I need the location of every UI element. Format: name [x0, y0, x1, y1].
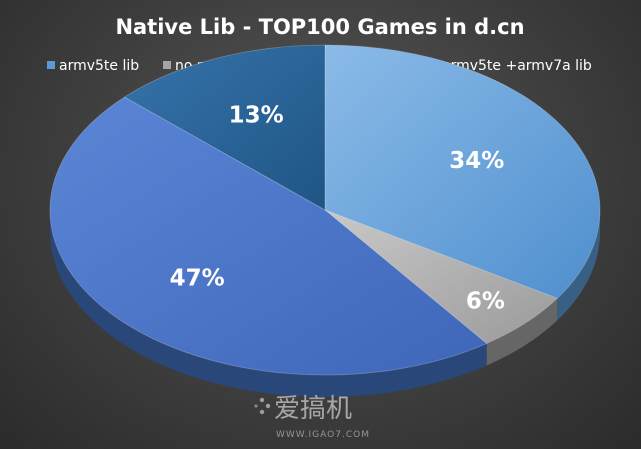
watermark-logo: 爱搞机 WWW.IGAO7.COM [254, 394, 370, 440]
pie-slice-no-native-lib [324, 209, 558, 344]
legend-label-armv5te-lib: armv5te lib [59, 58, 139, 74]
chart-title: Native Lib - TOP100 Games in d.cn [115, 15, 524, 39]
legend-label-armv5te-armv7a-lib: armv5te +armv7a lib [442, 58, 592, 74]
pie-slice-armv5te-lib [324, 44, 601, 299]
pie-slice-armv5te-armv7a-lib [123, 44, 326, 211]
data-label-no-native-lib: 6% [466, 288, 505, 314]
pie-sides [50, 210, 600, 397]
pie-side-armv7a-lib-only [50, 210, 487, 397]
pie-side-no-native-lib [486, 298, 558, 366]
data-label-armv7a-lib-only: 47% [170, 266, 225, 292]
pie-slice-armv7a-lib-only [49, 96, 488, 376]
legend-swatch-armv5te-lib [47, 61, 55, 69]
watermark-text: 爱搞机 [274, 394, 352, 424]
data-label-armv5te-armv7a-lib: 13% [229, 103, 284, 129]
data-labels: 34% 6% 47% 13% [170, 103, 505, 315]
pie-slices [49, 44, 601, 376]
data-label-armv5te-lib: 34% [449, 148, 504, 174]
legend-swatch-no-native-lib [163, 61, 171, 69]
pie-side-armv5te-lib [557, 210, 600, 321]
watermark-subtext: WWW.IGAO7.COM [276, 430, 370, 440]
